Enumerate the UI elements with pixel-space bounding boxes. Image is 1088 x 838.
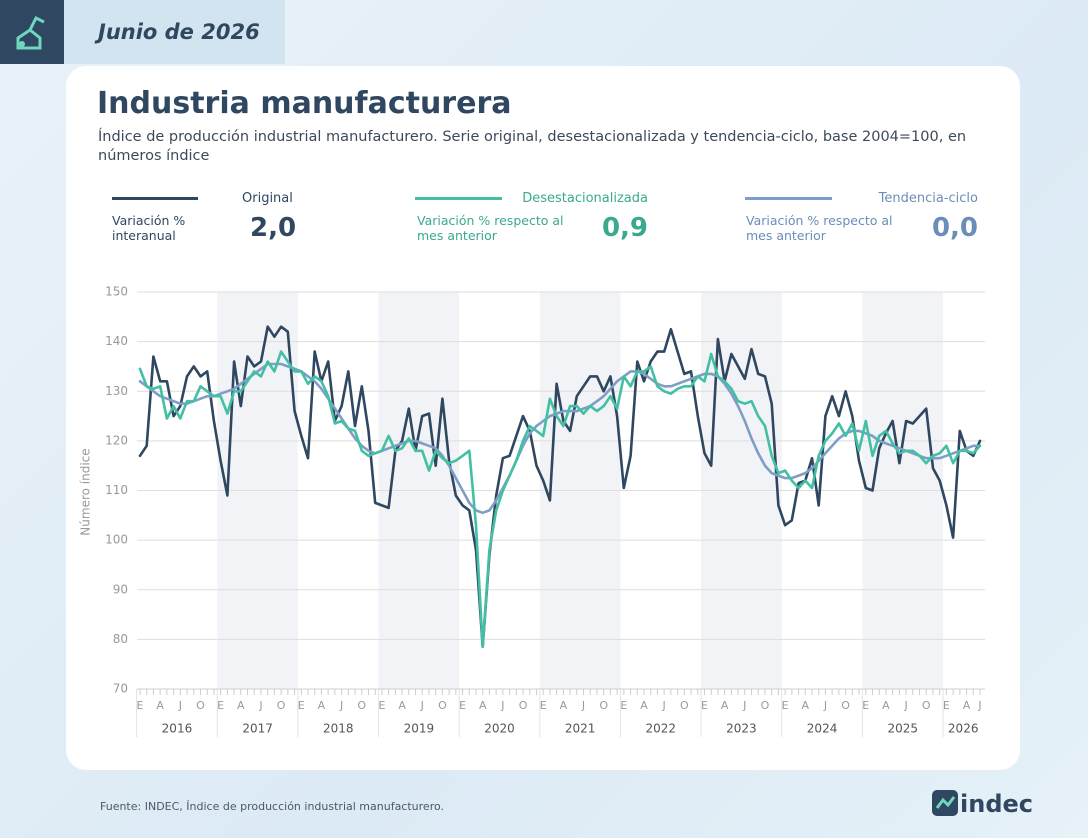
x-tick-label: O xyxy=(277,699,286,712)
x-tick-label: J xyxy=(420,699,424,712)
period-tab xyxy=(64,0,285,64)
subtitle: Índice de producción industrial manufact… xyxy=(98,129,967,164)
kpi-value: 2,0 xyxy=(250,213,297,243)
x-tick-label: A xyxy=(398,699,406,712)
x-tick-label: A xyxy=(640,699,648,712)
x-tick-label: O xyxy=(599,699,608,712)
series-line xyxy=(138,350,982,649)
kpi-label: Variación % respecto al mes anterior xyxy=(746,213,893,243)
x-tick-label: E xyxy=(217,699,224,712)
x-tick-label: J xyxy=(581,699,585,712)
year-label: 2025 xyxy=(887,722,918,736)
x-tick-label: E xyxy=(459,699,466,712)
x-tick-label: E xyxy=(943,699,950,712)
title: Industria manufacturera xyxy=(97,86,512,121)
x-tick-label: O xyxy=(196,699,205,712)
logo-text: indec xyxy=(960,790,1033,818)
year-label: 2019 xyxy=(404,722,435,736)
x-tick-label: E xyxy=(298,699,305,712)
y-tick-label: 150 xyxy=(105,285,128,299)
x-tick-label: A xyxy=(318,699,326,712)
x-tick-label: A xyxy=(802,699,810,712)
x-tick-label: J xyxy=(500,699,504,712)
x-tick-label: J xyxy=(258,699,262,712)
y-tick-label: 90 xyxy=(113,582,128,596)
x-tick-label: E xyxy=(862,699,869,712)
x-tick-label: E xyxy=(620,699,627,712)
x-tick-label: O xyxy=(357,699,366,712)
year-label: 2023 xyxy=(726,722,757,736)
y-tick-label: 140 xyxy=(105,334,128,348)
x-tick-label: A xyxy=(237,699,245,712)
year-label: 2024 xyxy=(807,722,838,736)
x-tick-label: A xyxy=(479,699,487,712)
year-label: 2017 xyxy=(242,722,273,736)
x-tick-label: J xyxy=(977,699,981,712)
y-axis-title: Número índice xyxy=(79,448,93,535)
x-tick-label: A xyxy=(156,699,164,712)
year-label: 2018 xyxy=(323,722,354,736)
icon xyxy=(16,15,45,50)
app-icon xyxy=(0,0,64,64)
legend-label: Tendencia-ciclo xyxy=(878,191,978,206)
kpi-label: Variación % respecto al mes anterior xyxy=(417,213,564,243)
year-label: 2016 xyxy=(162,722,193,736)
y-tick-label: 110 xyxy=(105,483,128,497)
series-line xyxy=(138,325,982,649)
year-label: 2021 xyxy=(565,722,596,736)
year-label: 2020 xyxy=(484,722,515,736)
x-tick-label: J xyxy=(903,699,907,712)
x-tick-label: A xyxy=(882,699,890,712)
x-tick-label: O xyxy=(922,699,931,712)
kpi-label: Variación % interanual xyxy=(112,213,186,243)
x-tick-label: J xyxy=(178,699,182,712)
y-tick-label: 120 xyxy=(105,433,128,447)
year-label: 2022 xyxy=(646,722,677,736)
y-tick-label: 80 xyxy=(113,632,128,646)
y-tick-label: 130 xyxy=(105,384,128,398)
x-tick-label: J xyxy=(662,699,666,712)
x-tick-label: J xyxy=(742,699,746,712)
logo-icon xyxy=(932,790,958,816)
x-tick-label: O xyxy=(438,699,447,712)
x-tick-label: A xyxy=(963,699,971,712)
x-tick-label: E xyxy=(701,699,708,712)
x-tick-label: E xyxy=(782,699,789,712)
kpi-value: 0,9 xyxy=(601,213,648,243)
legend-swatch xyxy=(112,197,198,200)
source: Fuente: INDEC, Índice de producción indu… xyxy=(100,800,445,813)
legend-swatch xyxy=(745,197,832,200)
y-tick-label: 70 xyxy=(113,682,128,696)
x-tick-label: J xyxy=(823,699,827,712)
x-tick-label: E xyxy=(540,699,547,712)
x-tick-label: A xyxy=(721,699,729,712)
x-tick-label: O xyxy=(761,699,770,712)
legend-swatch xyxy=(415,197,502,200)
period: Junio de 2026 xyxy=(98,20,260,44)
legend-label: Desestacionalizada xyxy=(522,191,648,206)
x-tick-label: A xyxy=(560,699,568,712)
x-tick-label: E xyxy=(137,699,144,712)
x-tick-label: E xyxy=(378,699,385,712)
x-tick-label: O xyxy=(841,699,850,712)
legend-label: Original xyxy=(242,191,293,206)
x-tick-label: O xyxy=(680,699,689,712)
x-tick-label: O xyxy=(519,699,528,712)
y-tick-label: 100 xyxy=(105,533,128,547)
x-tick-label: J xyxy=(339,699,343,712)
series-line xyxy=(138,362,982,515)
year-label: 2026 xyxy=(948,722,979,736)
kpi-value: 0,0 xyxy=(931,213,978,243)
logo: indec xyxy=(932,790,1033,818)
